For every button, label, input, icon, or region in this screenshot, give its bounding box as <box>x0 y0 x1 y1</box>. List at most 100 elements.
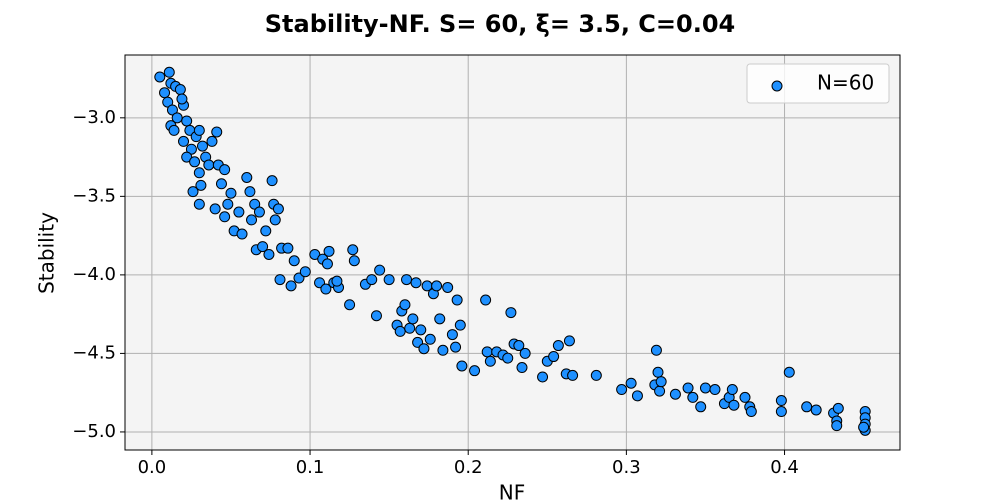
point <box>446 329 458 341</box>
point <box>726 384 738 396</box>
point <box>513 340 525 352</box>
y-tick-label: −3.0 <box>72 107 116 128</box>
point <box>650 344 662 356</box>
point <box>548 351 560 363</box>
point <box>246 214 258 226</box>
point <box>410 277 422 289</box>
point <box>374 264 386 276</box>
point <box>181 151 193 163</box>
point <box>344 299 356 311</box>
point <box>442 281 454 293</box>
point <box>783 366 795 378</box>
point <box>669 388 681 400</box>
y-axis-label: Stability <box>35 212 59 294</box>
point <box>383 274 395 286</box>
point <box>418 343 430 355</box>
point <box>699 382 711 394</box>
axes-frame <box>124 54 901 451</box>
point <box>434 313 446 325</box>
point <box>203 159 215 171</box>
point <box>516 362 528 374</box>
x-tick-label: 0.4 <box>770 457 799 478</box>
point <box>163 66 175 78</box>
y-tick-label: −5.0 <box>72 421 116 442</box>
legend-box <box>746 63 890 104</box>
point <box>366 274 378 286</box>
point <box>616 384 628 396</box>
point <box>456 360 468 372</box>
point <box>469 365 481 377</box>
point <box>233 206 245 218</box>
point <box>257 241 269 253</box>
point <box>193 167 205 179</box>
point <box>831 420 843 432</box>
point <box>288 255 300 267</box>
point <box>197 140 208 152</box>
x-tick-label: 0.3 <box>612 457 641 478</box>
point <box>263 248 275 260</box>
point <box>563 335 575 347</box>
point <box>185 143 197 155</box>
point <box>631 390 643 402</box>
point <box>655 376 667 388</box>
point <box>348 255 360 267</box>
point <box>321 258 333 270</box>
point <box>682 382 694 394</box>
point <box>424 333 436 345</box>
point <box>407 313 419 325</box>
legend-label: N=60 <box>817 71 874 95</box>
point <box>249 198 261 210</box>
point <box>652 366 664 378</box>
point <box>739 391 751 403</box>
y-tick-label: −4.5 <box>72 342 116 363</box>
point <box>168 124 180 136</box>
point <box>370 310 382 322</box>
point <box>654 385 666 397</box>
point <box>215 178 227 190</box>
y-tick-label: −3.5 <box>72 185 116 206</box>
point <box>253 206 265 218</box>
point <box>590 369 602 381</box>
point <box>299 266 311 278</box>
point <box>193 198 205 210</box>
point <box>225 187 237 199</box>
point <box>728 399 740 411</box>
point <box>176 93 188 105</box>
point <box>775 406 787 418</box>
point <box>187 186 199 198</box>
point <box>154 71 166 83</box>
point <box>211 126 223 138</box>
x-axis-label: NF <box>499 481 525 500</box>
point <box>399 299 411 311</box>
point <box>484 355 496 367</box>
point <box>552 340 564 352</box>
point <box>159 87 171 99</box>
point <box>415 324 427 336</box>
point <box>219 211 231 223</box>
points <box>154 66 871 436</box>
point <box>347 244 359 256</box>
point <box>625 377 637 389</box>
point <box>241 172 253 184</box>
point <box>193 124 205 136</box>
point <box>222 198 234 210</box>
point <box>810 404 822 416</box>
point <box>437 344 449 356</box>
ticks: 0.0 0.1 0.2 0.3 0.4 −3.0 −3.5 −4.0 −4.5 −5.0 <box>72 107 799 478</box>
point <box>394 325 406 337</box>
point <box>320 283 332 295</box>
point <box>709 384 721 396</box>
point <box>567 369 579 381</box>
point <box>695 401 707 413</box>
point <box>832 402 844 414</box>
plot-area <box>125 55 900 450</box>
point <box>687 391 699 403</box>
point <box>260 225 272 237</box>
point <box>181 115 193 127</box>
point <box>331 275 343 287</box>
point <box>209 203 221 215</box>
point <box>480 294 492 306</box>
point <box>195 179 207 191</box>
point <box>481 346 493 358</box>
